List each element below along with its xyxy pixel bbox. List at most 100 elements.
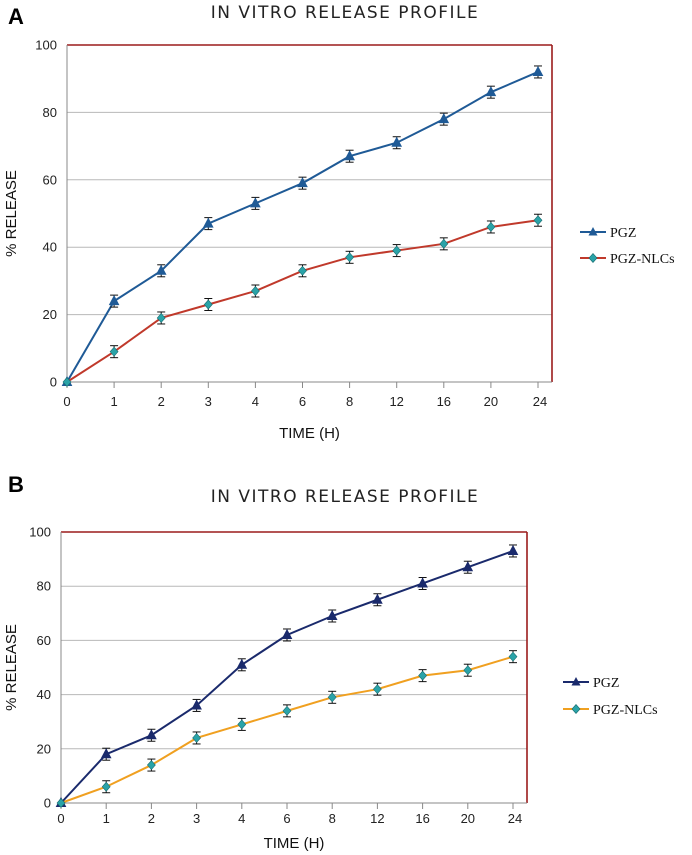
data-point-pgz-nlcs xyxy=(392,245,402,256)
legend-item-pgz: PGZ xyxy=(580,226,636,241)
data-point-pgz-nlcs xyxy=(101,781,111,792)
y-tick-label: 20 xyxy=(37,741,51,756)
data-point-pgz xyxy=(417,577,428,588)
x-tick-label: 16 xyxy=(415,811,429,826)
data-point-pgz-nlcs xyxy=(192,733,202,743)
x-axis-label: TIME (H) xyxy=(279,425,340,442)
x-tick-label: 6 xyxy=(283,811,290,826)
legend-label: PGZ xyxy=(610,226,636,241)
legend-item-pgz-nlcs: PGZ-NLCs xyxy=(580,252,675,267)
x-tick-label: 20 xyxy=(461,811,475,826)
data-point-pgz xyxy=(344,150,355,161)
x-tick-label: 8 xyxy=(346,394,353,409)
data-point-pgz-nlcs xyxy=(345,252,355,263)
data-point-pgz xyxy=(202,217,214,228)
data-point-pgz-nlcs xyxy=(62,377,72,387)
data-point-pgz-nlcs xyxy=(372,684,382,695)
series-line-pgz-nlcs xyxy=(66,219,539,383)
panel-letter: A xyxy=(8,4,24,29)
data-point-pgz xyxy=(372,593,383,604)
panel-letter: B xyxy=(8,472,24,497)
x-tick-label: 24 xyxy=(533,394,547,409)
data-point-pgz-nlcs xyxy=(418,670,428,681)
data-point-pgz xyxy=(191,699,202,710)
x-tick-label: 3 xyxy=(205,394,212,409)
data-point-pgz-nlcs xyxy=(463,665,473,676)
data-point-pgz xyxy=(100,748,112,759)
data-point-pgz xyxy=(391,136,403,147)
legend-marker xyxy=(571,677,581,686)
y-tick-label: 40 xyxy=(37,687,51,702)
data-point-pgz-nlcs xyxy=(146,760,156,771)
data-point-pgz xyxy=(532,65,544,76)
data-point-pgz-nlcs xyxy=(486,222,496,232)
data-point-pgz-nlcs xyxy=(203,299,213,310)
x-tick-label: 12 xyxy=(370,811,384,826)
data-point-pgz-nlcs xyxy=(56,798,66,808)
data-point-pgz xyxy=(236,658,248,669)
x-tick-label: 2 xyxy=(158,394,165,409)
data-point-pgz-nlcs xyxy=(156,313,166,323)
data-point-pgz xyxy=(108,295,120,306)
x-tick-label: 4 xyxy=(252,394,259,409)
data-point-pgz xyxy=(297,177,308,188)
y-tick-label: 80 xyxy=(37,579,51,594)
y-tick-label: 100 xyxy=(29,525,51,540)
x-tick-label: 1 xyxy=(103,811,110,826)
x-tick-label: 16 xyxy=(437,394,451,409)
data-point-pgz xyxy=(438,113,450,124)
x-tick-label: 4 xyxy=(238,811,245,826)
data-point-pgz xyxy=(462,561,474,572)
legend-item-pgz: PGZ xyxy=(563,676,619,691)
data-point-pgz-nlcs xyxy=(250,286,260,296)
y-axis-label: % RELEASE xyxy=(3,624,20,711)
data-point-pgz-nlcs xyxy=(109,346,119,357)
data-point-pgz-nlcs xyxy=(298,265,307,276)
x-tick-label: 12 xyxy=(389,394,403,409)
x-tick-label: 2 xyxy=(148,811,155,826)
y-tick-label: 0 xyxy=(50,375,57,390)
chart-title: IN VITRO RELEASE PROFILE xyxy=(211,3,480,23)
x-tick-label: 24 xyxy=(508,811,522,826)
x-tick-label: 6 xyxy=(299,394,306,409)
legend-marker xyxy=(588,253,598,263)
y-tick-label: 0 xyxy=(44,796,51,811)
data-point-pgz xyxy=(326,609,338,621)
data-point-pgz-nlcs xyxy=(282,705,292,716)
data-point-pgz-nlcs xyxy=(508,651,518,662)
x-tick-label: 0 xyxy=(57,811,64,826)
x-tick-label: 8 xyxy=(329,811,336,826)
data-point-pgz xyxy=(281,628,293,639)
x-axis-label: TIME (H) xyxy=(264,835,325,852)
data-point-pgz xyxy=(146,729,157,740)
legend-label: PGZ-NLCs xyxy=(610,252,675,267)
y-tick-label: 60 xyxy=(43,172,57,187)
data-point-pgz-nlcs xyxy=(533,215,543,226)
chart-title: IN VITRO RELEASE PROFILE xyxy=(211,487,480,507)
y-axis-label: % RELEASE xyxy=(3,170,20,257)
legend-marker xyxy=(588,227,598,236)
x-tick-label: 1 xyxy=(110,394,117,409)
legend-label: PGZ xyxy=(593,676,619,691)
legend-marker xyxy=(571,704,581,714)
y-tick-label: 20 xyxy=(43,307,57,322)
x-tick-label: 3 xyxy=(193,811,200,826)
data-point-pgz xyxy=(155,264,167,275)
x-tick-label: 0 xyxy=(63,394,70,409)
legend-item-pgz-nlcs: PGZ-NLCs xyxy=(563,703,658,718)
data-point-pgz xyxy=(485,86,497,97)
data-point-pgz-nlcs xyxy=(439,238,449,249)
series-line-pgz xyxy=(60,550,514,804)
y-tick-label: 40 xyxy=(43,240,57,255)
y-tick-label: 60 xyxy=(37,633,51,648)
y-tick-label: 80 xyxy=(43,105,57,120)
series-line-pgz-nlcs xyxy=(60,655,514,804)
data-point-pgz xyxy=(250,197,261,208)
legend-label: PGZ-NLCs xyxy=(593,703,658,718)
x-tick-label: 20 xyxy=(484,394,498,409)
data-point-pgz-nlcs xyxy=(327,692,337,703)
y-tick-label: 100 xyxy=(35,38,57,53)
